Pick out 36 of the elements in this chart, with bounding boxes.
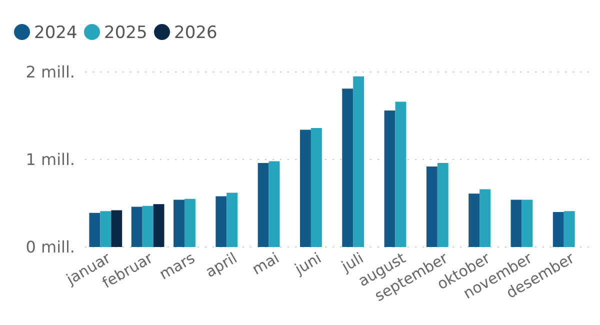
y-tick-label: 2 mill. xyxy=(26,62,75,82)
x-tick-label: mai xyxy=(249,248,282,278)
bar xyxy=(111,210,122,247)
bar xyxy=(510,200,522,247)
bar xyxy=(300,130,311,247)
bar xyxy=(395,102,406,247)
x-tick-label: april xyxy=(202,248,240,282)
bar xyxy=(142,206,154,247)
x-tick-label: juni xyxy=(290,248,324,279)
x-tick-label: mars xyxy=(156,248,198,284)
bar xyxy=(89,212,100,247)
bar xyxy=(153,204,164,247)
bar xyxy=(437,163,448,247)
legend-label: 2025 xyxy=(104,23,148,43)
bar xyxy=(522,200,533,247)
bar xyxy=(384,110,396,247)
bar xyxy=(552,212,564,247)
bar xyxy=(258,163,269,247)
bar xyxy=(131,206,142,247)
bar xyxy=(342,88,354,247)
y-tick-label: 1 mill. xyxy=(26,150,75,170)
legend-label: 2026 xyxy=(174,23,218,43)
bar xyxy=(216,196,227,247)
bar xyxy=(184,198,196,247)
bar xyxy=(468,194,480,247)
bar xyxy=(480,189,491,247)
bar xyxy=(564,211,575,247)
bar xyxy=(268,161,280,247)
legend-label: 2024 xyxy=(34,23,78,43)
y-tick-label: 0 mill. xyxy=(26,238,75,257)
bar xyxy=(426,166,438,247)
bar xyxy=(100,211,112,247)
bar xyxy=(174,200,184,247)
bar xyxy=(226,192,238,247)
bar xyxy=(353,76,364,247)
bar xyxy=(310,128,322,247)
